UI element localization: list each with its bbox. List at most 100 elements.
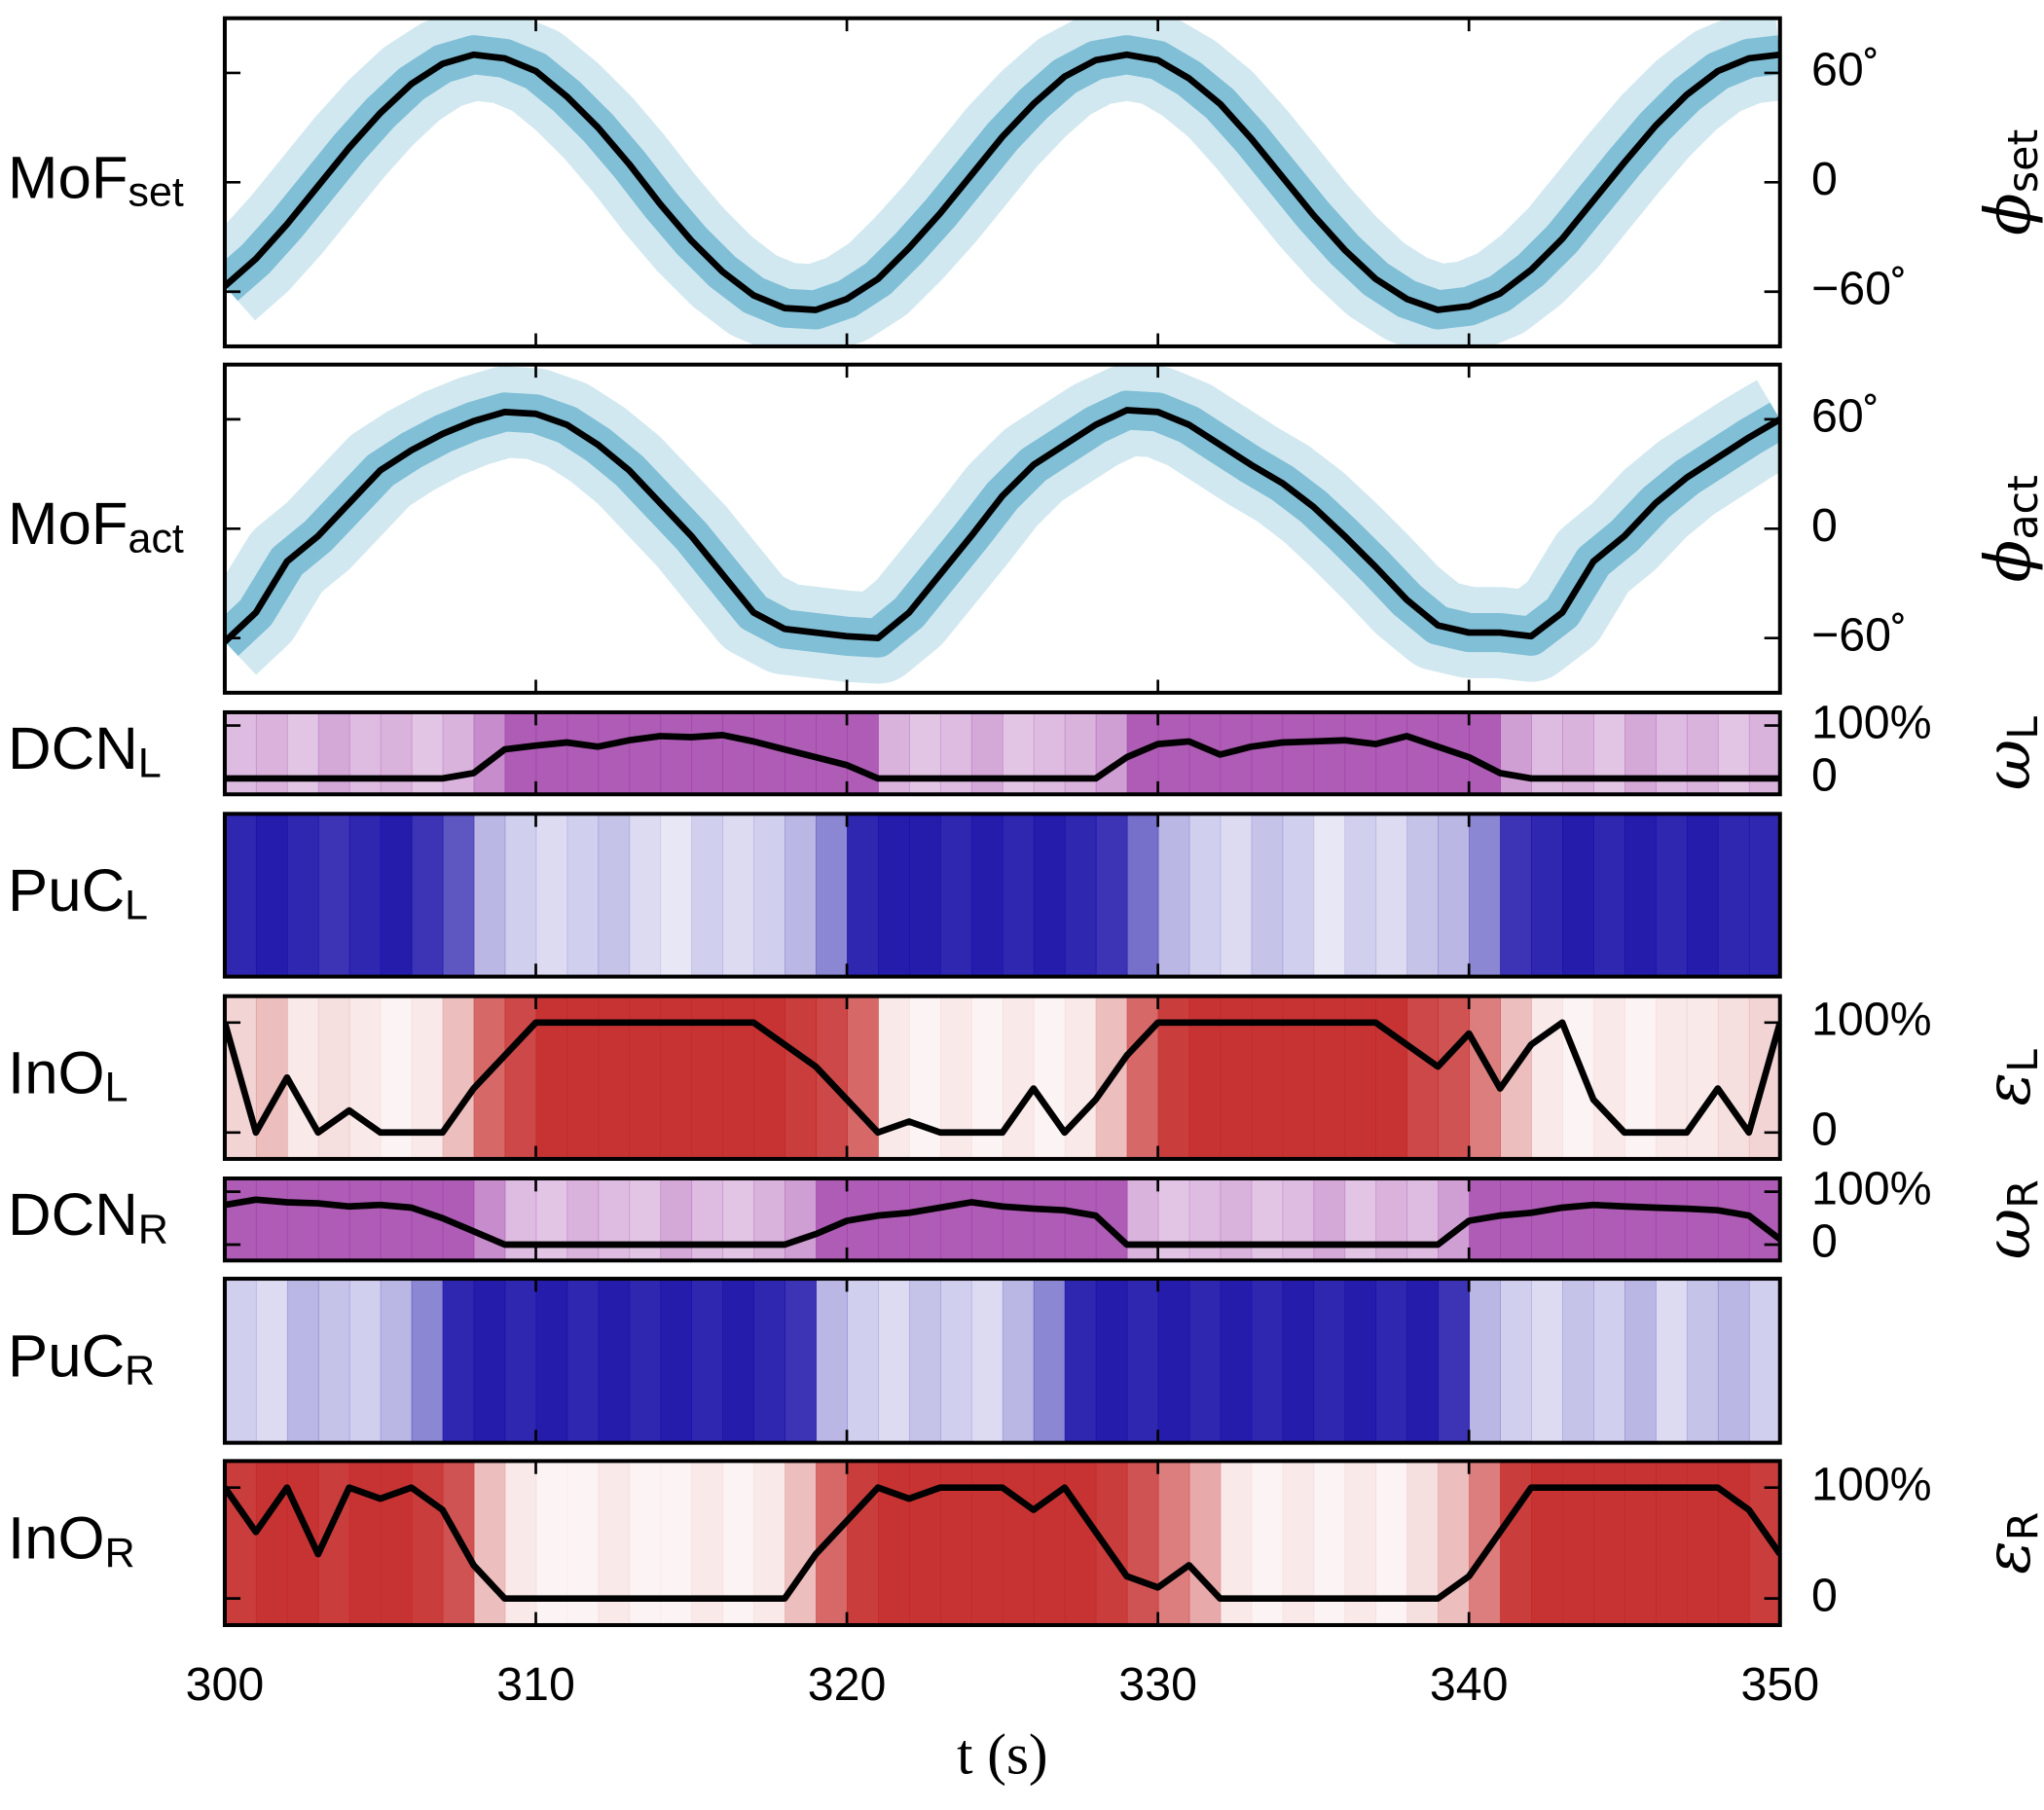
- heat-cell: [753, 711, 785, 795]
- heat-cell: [1157, 1461, 1190, 1625]
- panel-label-sub: set: [128, 169, 184, 216]
- frame: [222, 1277, 1782, 1445]
- y-tick-label: 100%: [1811, 994, 1932, 1046]
- heat-cell: [473, 1178, 506, 1261]
- y-axis-label: ϕact: [1971, 475, 2044, 582]
- heat-cell: [317, 711, 350, 795]
- heat-cell: [411, 711, 444, 795]
- heat-cell: [1686, 1178, 1719, 1261]
- x-tick-label: 340: [1430, 1658, 1509, 1711]
- y-tick-label: 0: [1811, 1104, 1838, 1156]
- heat-cell: [878, 1178, 910, 1261]
- heat-cell: [660, 814, 693, 977]
- heat-cell: [1064, 1279, 1097, 1443]
- heat-cell: [1188, 1178, 1222, 1261]
- heat-cell: [1064, 814, 1097, 977]
- heat-cell: [1500, 1279, 1532, 1443]
- panel-label: DCNL: [8, 715, 162, 786]
- heat-cell: [816, 996, 848, 1159]
- heat-cell: [255, 1461, 288, 1625]
- y-tick-label: 0: [1811, 499, 1838, 552]
- y-axis-label: ωR: [1971, 1179, 2044, 1259]
- heat-cell: [970, 711, 1004, 795]
- heat-cell: [1002, 1461, 1035, 1625]
- frame: [222, 1459, 1782, 1627]
- heat-cell: [598, 1279, 631, 1443]
- heat-cell: [1531, 1178, 1563, 1261]
- y-axis-label-sub: L: [1999, 1049, 2044, 1072]
- heat-cell: [1406, 814, 1440, 977]
- heat-cell: [535, 1178, 568, 1261]
- y-axis-label-main: ϕ: [1971, 193, 2044, 235]
- y-axis-label-sub: R: [1999, 1512, 2044, 1541]
- heat-cell: [442, 1279, 475, 1443]
- heat-cell: [504, 1279, 537, 1443]
- panel-label: MoFact: [8, 491, 184, 562]
- heat-cell: [504, 711, 537, 795]
- heat-cell: [380, 711, 413, 795]
- heat-cell: [1562, 1279, 1594, 1443]
- heat-cell: [348, 1279, 382, 1443]
- y-axis-label-main: ω: [1971, 1209, 2044, 1259]
- heat-cell: [317, 1279, 350, 1443]
- panel-label-main: PuC: [8, 1323, 125, 1391]
- heat-cell: [255, 1279, 288, 1443]
- heat-cell: [785, 814, 817, 977]
- heat-cell: [442, 711, 475, 795]
- heat-cell: [348, 814, 382, 977]
- panel-label-sub: R: [105, 1530, 135, 1576]
- heat-cell: [722, 814, 755, 977]
- heat-cell: [473, 1279, 506, 1443]
- heat-cell: [1126, 1279, 1159, 1443]
- heat-cell: [785, 1279, 817, 1443]
- heat-cell: [1282, 814, 1315, 977]
- heat-cell: [224, 1279, 257, 1443]
- panel-label-sub: L: [105, 1065, 128, 1111]
- y-axis-label-sub: R: [1999, 1179, 2044, 1209]
- heat-cell: [1220, 814, 1253, 977]
- heat-cell: [816, 711, 848, 795]
- heat-cell: [348, 1178, 382, 1261]
- heat-cell: [1717, 1279, 1750, 1443]
- heat-cell: [1126, 996, 1159, 1159]
- y-axis-label: ωL: [1971, 716, 2044, 790]
- heat-cell: [1251, 814, 1284, 977]
- heat-cell: [878, 1279, 910, 1443]
- heat-cell: [908, 711, 941, 795]
- heat-cell: [1375, 1178, 1408, 1261]
- heat-cell: [1344, 814, 1377, 977]
- heat-cell: [1717, 814, 1750, 977]
- heat-cell: [660, 711, 693, 795]
- heat-cell: [629, 1178, 662, 1261]
- heat-cell: [348, 996, 382, 1159]
- heat-cell: [1500, 1178, 1532, 1261]
- heat-cell: [753, 996, 785, 1159]
- heat-cell: [1033, 1461, 1066, 1625]
- heat-cell: [660, 1279, 693, 1443]
- heat-cell: [1375, 814, 1408, 977]
- heat-cell: [1717, 996, 1750, 1159]
- panel-label-main: MoF: [8, 145, 128, 212]
- heat-cell: [1717, 1178, 1750, 1261]
- x-tick-label: 330: [1118, 1658, 1197, 1711]
- heat-cell: [785, 1461, 817, 1625]
- heat-cell: [1157, 1279, 1190, 1443]
- heat-cell: [286, 1178, 319, 1261]
- heat-cell: [1438, 814, 1471, 977]
- heat-cell: [1033, 1178, 1066, 1261]
- heat-cell: [1531, 996, 1563, 1159]
- panel-label-main: MoF: [8, 491, 128, 559]
- heat-cell: [1251, 1178, 1284, 1261]
- heat-cell: [1531, 711, 1563, 795]
- line: [224, 1484, 1780, 1603]
- heat-cell: [939, 1178, 972, 1261]
- heat-cell: [1593, 996, 1625, 1159]
- heat-cell: [1344, 711, 1377, 795]
- heat-cell: [753, 1279, 785, 1443]
- heat-cell: [908, 814, 941, 977]
- y-axis-label-main: ω: [1971, 740, 2044, 790]
- heat-cell: [1002, 1178, 1035, 1261]
- heat-cell: [411, 1279, 444, 1443]
- panel-label-sub: L: [138, 741, 162, 787]
